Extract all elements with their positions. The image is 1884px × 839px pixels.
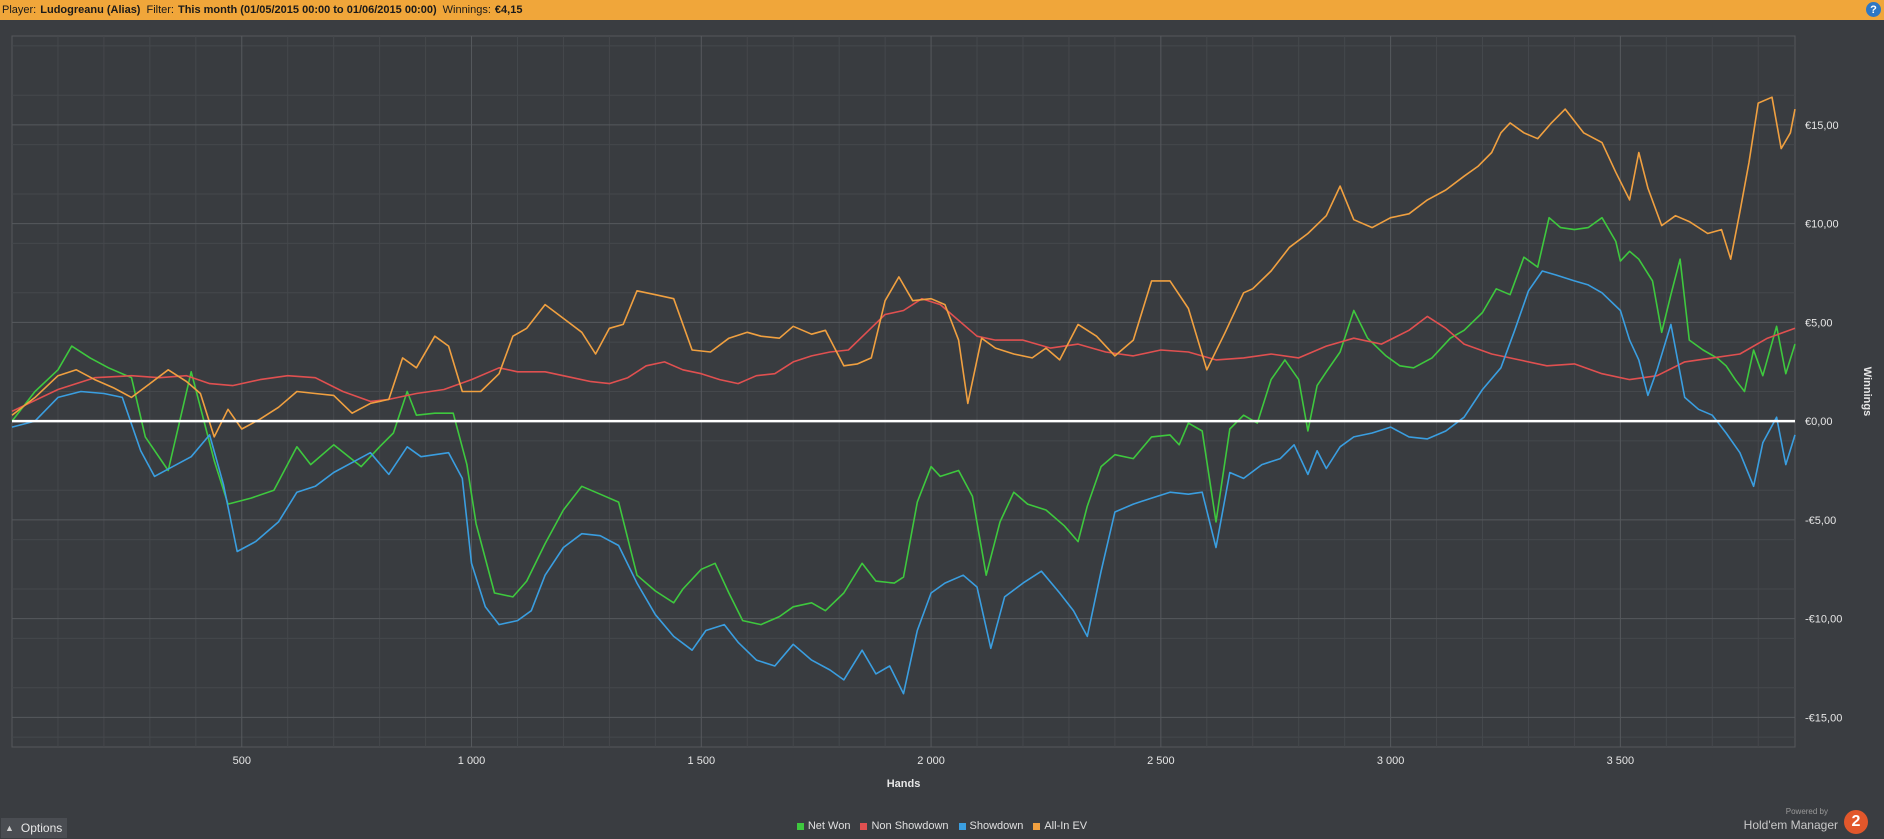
x-tick-label: 500 [233, 755, 251, 767]
x-tick-label: 1 000 [458, 755, 486, 767]
brand-logo: Powered by Hold'em Manager 2 [1708, 807, 1868, 837]
legend-label: Non Showdown [871, 820, 949, 832]
legend-swatch [860, 822, 868, 830]
legend-item[interactable]: Showdown [958, 820, 1024, 832]
series-line-non-showdown [11, 297, 1796, 413]
x-tick-label: 3 000 [1377, 755, 1405, 767]
filter-value: This month (01/05/2015 00:00 to 01/06/20… [177, 4, 437, 16]
winnings-value: €4,15 [494, 4, 523, 16]
y-tick-label: €10,00 [1805, 219, 1839, 231]
hem2-logo-icon: 2 [1844, 810, 1868, 834]
legend-label: All-In EV [1044, 820, 1088, 832]
legend-swatch [958, 822, 966, 830]
series-line-showdown [11, 270, 1796, 695]
report-header-bar: Player: Ludogreanu (Alias) Filter: This … [0, 0, 1884, 20]
x-tick-label: 1 500 [688, 755, 716, 767]
question-icon[interactable]: ? [1866, 2, 1881, 17]
winnings-line-chart: 500 1 000 1 500 2 000 2 500 3 000 3 500 -€15,00… [11, 35, 1873, 790]
brand-name: Hold'em Manager [1743, 818, 1838, 832]
legend-swatch [1033, 822, 1041, 830]
winnings-label: Winnings: [442, 4, 491, 16]
options-label: Options [20, 821, 63, 835]
legend-swatch [796, 822, 804, 830]
series-line-net-won [11, 216, 1796, 626]
y-tick-label: -€15,00 [1805, 712, 1842, 724]
y-tick-label: -€5,00 [1805, 515, 1836, 527]
brand-powered-text: Powered by [1785, 807, 1828, 816]
y-tick-label: €0,00 [1805, 416, 1833, 428]
brand-logo-text: 2 [1851, 813, 1861, 830]
y-tick-label: €15,00 [1805, 120, 1839, 132]
legend-label: Showdown [969, 820, 1024, 832]
help-glyph: ? [1870, 3, 1877, 16]
y-tick-label: -€10,00 [1805, 614, 1842, 626]
series-line-all-in-ev [11, 96, 1796, 438]
x-axis-title: Hands [887, 778, 921, 790]
filter-label: Filter: [146, 4, 174, 16]
x-tick-label: 2 000 [917, 755, 945, 767]
player-name: Ludogreanu (Alias) [40, 4, 141, 16]
legend-item[interactable]: Non Showdown [860, 820, 949, 832]
options-button[interactable]: ▲ Options [1, 818, 67, 838]
chart-legend: Net Won Non Showdown Showdown All-In EV [0, 818, 1884, 834]
y-axis-title: Winnings [1861, 367, 1873, 416]
legend-item[interactable]: All-In EV [1033, 820, 1087, 832]
legend-label: Net Won [807, 820, 851, 832]
player-label: Player: [2, 4, 37, 16]
chevron-up-icon: ▲ [5, 823, 14, 833]
y-tick-label: €5,00 [1805, 317, 1833, 329]
x-tick-label: 3 500 [1607, 755, 1635, 767]
legend-item[interactable]: Net Won [796, 820, 851, 832]
x-tick-label: 2 500 [1147, 755, 1175, 767]
